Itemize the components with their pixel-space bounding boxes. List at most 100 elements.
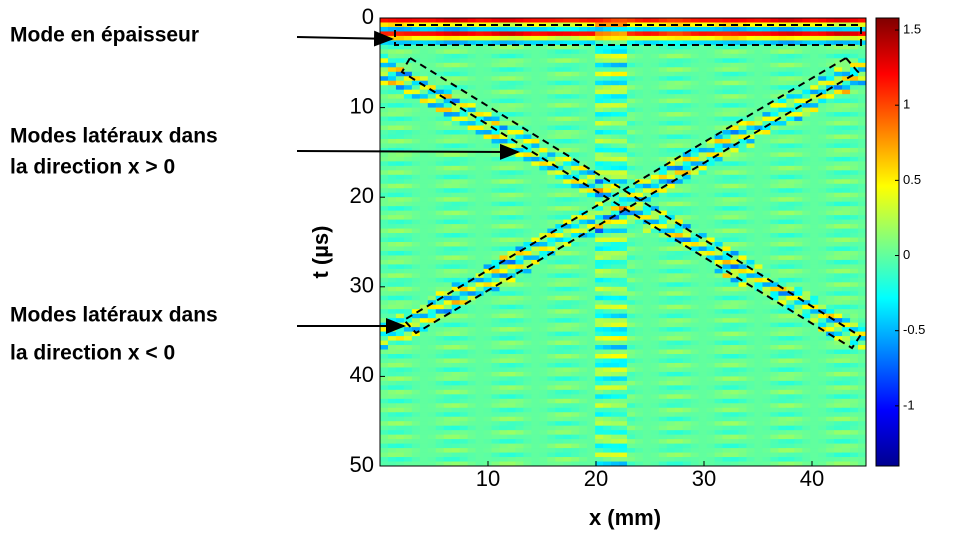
heatmap-cell <box>419 197 429 203</box>
heatmap-cell <box>571 358 580 364</box>
heatmap-cell <box>459 143 469 149</box>
heatmap-cell <box>395 358 405 364</box>
heatmap-cell <box>587 327 596 333</box>
heatmap-cell <box>794 174 803 180</box>
heatmap-cell <box>858 259 866 265</box>
heatmap-cell <box>571 210 580 216</box>
heatmap-cell <box>547 228 556 234</box>
heatmap-cell <box>603 322 612 328</box>
heatmap-cell <box>850 156 859 162</box>
heatmap-cell <box>770 233 779 239</box>
heatmap-cell <box>690 40 700 46</box>
heatmap-cell <box>722 94 732 100</box>
heatmap-cell <box>690 80 700 86</box>
heatmap-cell <box>435 170 445 176</box>
heatmap-cell <box>642 250 652 257</box>
heatmap-cell <box>738 380 748 386</box>
heatmap-cell <box>475 156 485 162</box>
heatmap-cell <box>850 291 859 297</box>
heatmap-cell <box>380 318 389 324</box>
heatmap-cell <box>483 89 493 95</box>
heatmap-cell <box>794 44 803 50</box>
heatmap-cell <box>587 143 596 149</box>
heatmap-cell <box>762 53 771 59</box>
heatmap-cell <box>419 26 429 33</box>
heatmap-cell <box>467 121 477 127</box>
heatmap-cell <box>611 179 620 185</box>
heatmap-cell <box>515 224 525 230</box>
heatmap-cell <box>786 130 795 136</box>
heatmap-cell <box>571 31 580 37</box>
heatmap-cell <box>411 336 421 342</box>
heatmap-cell <box>419 259 429 265</box>
heatmap-cell <box>650 94 660 100</box>
heatmap-cell <box>698 246 708 252</box>
heatmap-cell <box>467 26 477 33</box>
heatmap-cell <box>595 206 604 212</box>
heatmap-cell <box>738 313 748 319</box>
heatmap-cell <box>850 250 859 257</box>
heatmap-cell <box>770 380 779 386</box>
heatmap-cell <box>730 121 740 127</box>
heatmap-cell <box>539 291 548 297</box>
heatmap-cell <box>443 242 453 248</box>
heatmap-cell <box>754 165 764 171</box>
heatmap-cell <box>722 161 732 167</box>
heatmap-cell <box>387 183 397 189</box>
heatmap-cell <box>770 345 779 351</box>
heatmap-cell <box>674 291 684 297</box>
heatmap-cell <box>483 291 493 297</box>
heatmap-cell <box>858 349 866 355</box>
heatmap-cell <box>730 349 740 355</box>
heatmap-cell <box>754 116 764 122</box>
heatmap-cell <box>547 358 556 364</box>
heatmap-cell <box>603 255 612 261</box>
heatmap-cell <box>459 224 469 230</box>
heatmap-cell <box>435 85 445 91</box>
heatmap-cell <box>395 331 405 337</box>
heatmap-cell <box>419 174 429 180</box>
heatmap-cell <box>706 367 716 373</box>
heatmap-cell <box>451 197 461 203</box>
heatmap-cell <box>690 354 700 360</box>
heatmap-cell <box>387 170 397 176</box>
heatmap-cell <box>810 331 819 337</box>
heatmap-cell <box>403 44 413 50</box>
heatmap-cell <box>380 300 389 306</box>
heatmap-cell <box>563 89 572 95</box>
heatmap-cell <box>810 237 819 243</box>
heatmap-cell <box>387 49 397 55</box>
heatmap-cell <box>778 228 787 234</box>
heatmap-cell <box>411 71 421 77</box>
heatmap-cell <box>818 67 827 73</box>
heatmap-cell <box>571 224 580 230</box>
heatmap-cell <box>674 268 684 274</box>
heatmap-cell <box>539 371 548 377</box>
heatmap-cell <box>403 201 413 207</box>
heatmap-cell <box>762 134 771 140</box>
heatmap-cell <box>658 286 668 292</box>
heatmap-cell <box>634 255 644 261</box>
heatmap-cell <box>770 318 779 324</box>
heatmap-cell <box>842 49 851 55</box>
heatmap-cell <box>515 380 525 386</box>
heatmap-cell <box>818 53 827 59</box>
heatmap-cell <box>714 237 724 243</box>
heatmap-cell <box>706 246 716 252</box>
heatmap-cell <box>810 201 819 207</box>
heatmap-cell <box>611 304 620 310</box>
heatmap-cell <box>642 331 652 337</box>
heatmap-cell <box>380 188 389 194</box>
heatmap-cell <box>778 53 787 59</box>
heatmap-cell <box>762 40 771 46</box>
heatmap-cell <box>754 80 764 86</box>
heatmap-cell <box>642 165 652 171</box>
heatmap-cell <box>762 268 771 274</box>
heatmap-cell <box>770 237 779 243</box>
heatmap-cell <box>850 188 859 194</box>
heatmap-cell <box>722 327 732 333</box>
heatmap-cell <box>778 358 787 364</box>
heatmap-cell <box>403 121 413 127</box>
heatmap-cell <box>467 156 477 162</box>
heatmap-cell <box>427 174 437 180</box>
